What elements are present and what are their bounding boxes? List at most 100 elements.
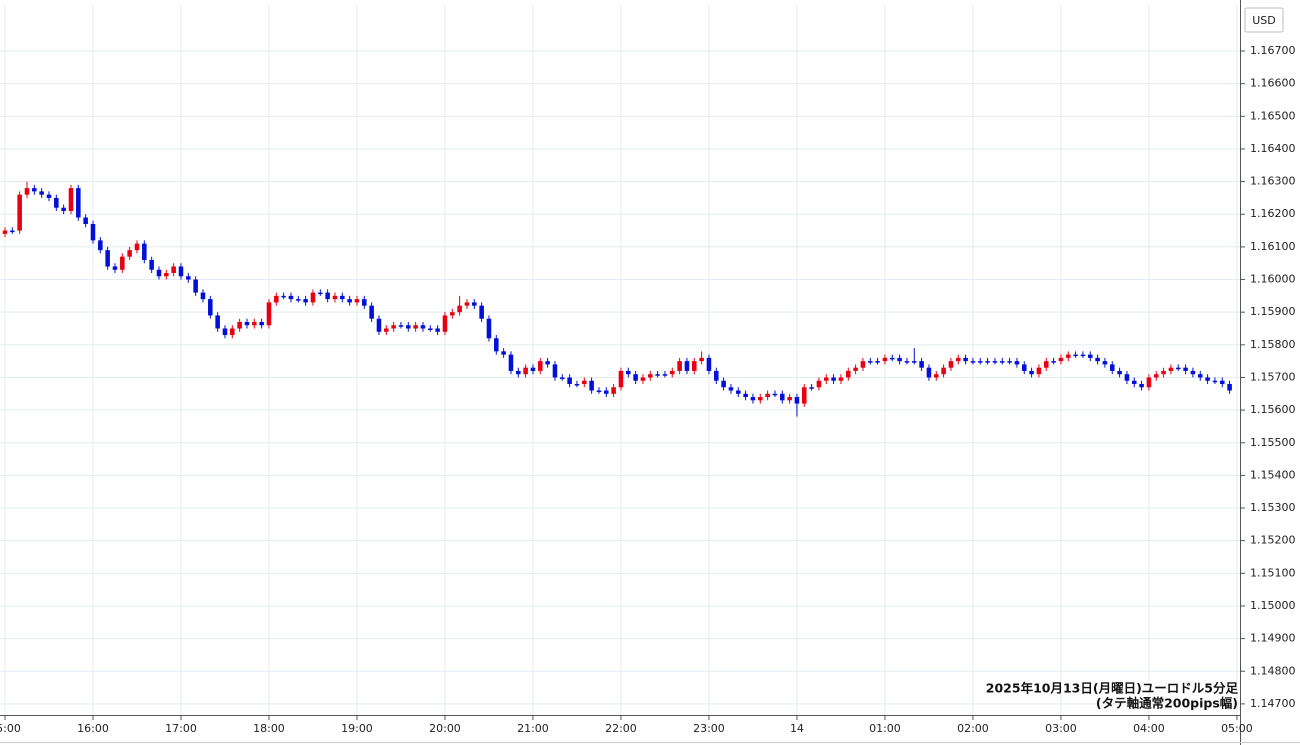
candle-body: [1219, 380, 1225, 384]
candle-body: [39, 191, 44, 195]
candle-body: [501, 351, 506, 355]
candle-body: [1212, 380, 1218, 383]
candle-body: [889, 357, 895, 360]
candle-body: [105, 250, 110, 267]
candle-body: [296, 299, 301, 301]
candle-body: [200, 292, 206, 300]
y-tick-label: 1.14700: [1250, 697, 1296, 710]
candle-body: [384, 328, 389, 332]
candle-body: [420, 325, 426, 329]
y-tick-label: 1.14800: [1250, 664, 1296, 677]
candle-body: [860, 361, 866, 368]
candle-body: [633, 374, 638, 381]
candle-body: [98, 240, 103, 251]
candle-body: [259, 321, 264, 326]
x-tick-label: 01:00: [869, 722, 901, 735]
candle-body: [494, 338, 499, 352]
candle-body: [941, 367, 946, 375]
candle-body: [369, 305, 374, 319]
y-tick-label: 1.16700: [1250, 44, 1296, 57]
candle-body: [999, 361, 1005, 363]
candle-body: [919, 361, 924, 368]
x-tick-label: 23:00: [693, 722, 725, 735]
y-tick-label: 1.15500: [1250, 436, 1296, 449]
candle-body: [134, 243, 140, 251]
candle-body: [274, 295, 279, 303]
candle-body: [538, 361, 543, 371]
y-tick-label: 1.16300: [1250, 175, 1296, 188]
x-tick-label: 17:00: [165, 722, 197, 735]
candle-body: [303, 299, 308, 303]
annotation: (タテ軸通常200pips幅): [1096, 696, 1238, 711]
candle-body: [1043, 361, 1049, 368]
candle-body: [875, 361, 880, 363]
candle-body: [1007, 361, 1012, 363]
candle-body: [442, 315, 448, 332]
candle-body: [193, 279, 198, 293]
candle-body: [780, 393, 785, 401]
candle-body: [1087, 354, 1093, 358]
candle-body: [589, 380, 594, 391]
candle-body: [376, 318, 382, 332]
candle-body: [237, 321, 242, 329]
candle-body: [516, 370, 521, 375]
candle-body: [61, 207, 66, 211]
candle-body: [1051, 361, 1056, 363]
candle-body: [428, 328, 433, 330]
candle-body: [567, 377, 572, 384]
x-tick-label: 16:00: [77, 722, 109, 735]
candle-body: [1146, 377, 1152, 388]
candle-body: [618, 370, 624, 388]
candle-body: [662, 374, 668, 376]
candle-body: [1109, 364, 1115, 371]
candle-body: [83, 217, 88, 225]
x-tick-label: 22:00: [605, 722, 637, 735]
y-tick-label: 1.16500: [1250, 109, 1296, 122]
currency-label: USD: [1252, 14, 1276, 27]
candle-body: [54, 197, 59, 208]
candle-body: [809, 387, 814, 389]
y-tick-label: 1.16000: [1250, 273, 1296, 286]
candle-body: [230, 328, 235, 336]
candle-body: [1124, 374, 1130, 381]
candle-body: [435, 328, 440, 332]
candle-body: [1014, 361, 1020, 365]
candle-body: [112, 266, 118, 270]
candle-body: [127, 250, 132, 257]
candle-body: [1080, 354, 1086, 357]
candle-body: [1175, 367, 1181, 370]
y-tick-label: 1.15000: [1250, 599, 1296, 612]
y-tick-label: 1.15800: [1250, 338, 1296, 351]
candle-body: [142, 243, 147, 260]
candle-body: [772, 393, 778, 396]
candle-body: [266, 302, 272, 326]
candle-body: [406, 325, 411, 329]
candle-body: [640, 377, 646, 381]
candle-body: [472, 302, 477, 306]
candle-body: [347, 299, 352, 303]
candle-body: [149, 259, 154, 270]
candle-body: [824, 377, 829, 381]
candle-body: [985, 361, 990, 363]
candle-body: [955, 357, 961, 362]
candle-body: [1036, 367, 1042, 375]
x-tick-label: 21:00: [517, 722, 549, 735]
candle-body: [963, 357, 968, 362]
candle-body: [1139, 383, 1144, 388]
candle-body: [68, 188, 74, 211]
candle-body: [648, 374, 653, 378]
y-tick-label: 1.15600: [1250, 403, 1296, 416]
candle-body: [486, 318, 492, 339]
y-tick-label: 1.15900: [1250, 305, 1296, 318]
candle-body: [171, 266, 176, 274]
candle-body: [17, 194, 22, 231]
candle-body: [911, 361, 917, 363]
candle-body: [156, 269, 162, 277]
candle-body: [787, 397, 792, 401]
candle-body: [457, 305, 462, 313]
candle-body: [728, 387, 734, 391]
candle-body: [398, 325, 404, 327]
candle-body: [413, 325, 418, 329]
candle-body: [750, 397, 756, 401]
